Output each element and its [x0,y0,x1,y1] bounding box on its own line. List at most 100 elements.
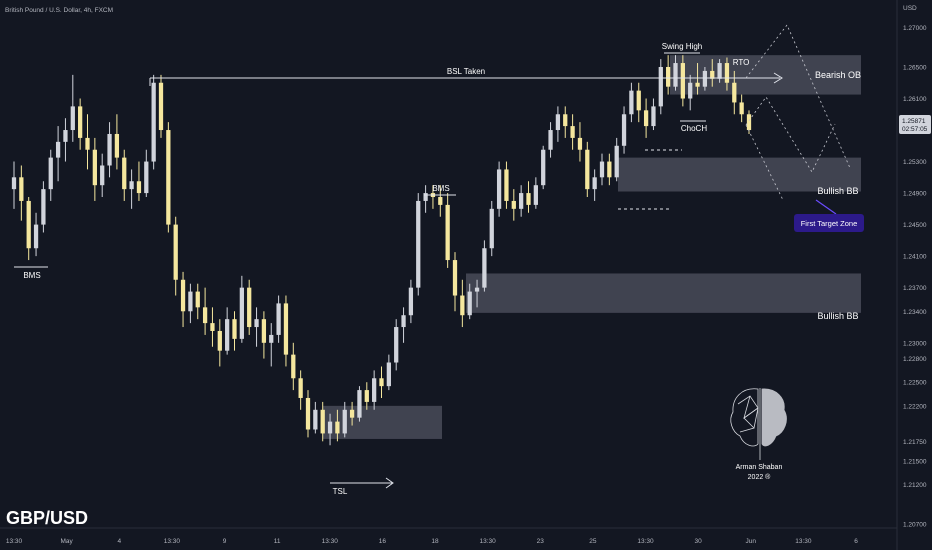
candle [482,240,487,292]
candle [335,409,340,442]
candle-body [313,409,318,430]
time-tick: 4 [117,538,121,545]
candle [261,311,267,359]
candle [114,114,120,170]
projection-paths [745,24,851,201]
candle [658,59,663,115]
candle [746,110,752,134]
candle-body [482,248,487,288]
candle-body [688,82,693,99]
candle [180,271,186,328]
price-tick: 1.22500 [903,380,927,387]
candle-body [511,200,516,209]
candle [63,118,68,162]
price-tick: 1.23400 [903,309,927,316]
bsl-taken-label: BSL Taken [447,67,485,76]
candle [342,401,347,438]
time-tick: 6 [854,538,858,545]
candle [592,169,597,201]
annotation-labels: BSL Taken Swing High RTO ChoCH BMS BMS T… [23,42,857,496]
candle [636,82,641,123]
candle-body [283,303,289,355]
candle-body [195,291,200,308]
candle-body [695,82,700,87]
candle [621,106,627,154]
price-tick: 1.25300 [903,159,927,166]
candle [129,169,134,209]
candle-body [460,295,465,316]
annotation-lines [14,52,783,489]
candle [614,137,619,182]
candle [548,122,553,158]
price-tick: 1.22200 [903,403,927,410]
candle-body [305,397,311,430]
price-tick: 1.23000 [903,340,927,347]
candle [357,386,362,422]
candle-body [526,193,531,205]
candle [85,114,90,170]
candle-body [555,114,561,131]
candle [254,307,259,347]
bsl-arrow-head [773,72,783,84]
price-tick: 1.26500 [903,64,927,71]
candle [688,74,693,111]
candle-body [261,319,267,343]
candle-body [489,208,494,249]
candle [122,149,127,201]
price-tick: 1.21750 [903,439,927,446]
time-tick: 25 [589,538,597,545]
candle-body [592,177,597,190]
time-tick: 13:30 [479,538,496,545]
candle-body [100,165,105,186]
candle-body [357,390,362,418]
candle-body [247,287,252,328]
candle [19,165,24,221]
zone-support-3 [323,405,442,439]
candle [349,401,355,426]
candle [327,413,333,446]
candle-body [254,319,259,328]
pair-watermark: GBP/USD [6,508,88,528]
candle-body [621,114,627,146]
candle-body [166,130,171,225]
candle-body [78,106,83,138]
candle [291,342,296,391]
candle [379,366,384,398]
candle-body [26,200,31,249]
candle [151,74,156,170]
candle [372,370,377,410]
candle [643,98,649,138]
candle-body [114,133,120,158]
candle [276,295,281,343]
candle [460,279,465,328]
price-tick: 1.27000 [903,25,927,32]
candle-body [335,421,340,434]
candle [320,401,325,442]
time-axis: 13:30 May 4 13:30 9 11 13:30 16 18 13:30 23 25 13:30… [6,538,858,545]
price-ticks: 1.270001.265001.261001.257001.253001.249… [903,25,927,528]
candle-body [364,390,369,402]
price-tick: 1.20700 [903,522,927,529]
time-tick: 18 [431,538,439,545]
candle [33,212,39,257]
first-target-badge [794,214,864,232]
candle-body [732,82,737,103]
candle [217,319,222,367]
time-tick: 13:30 [637,538,654,545]
candle-body [276,303,281,335]
candle [496,161,502,217]
candle-body [401,315,406,328]
candle-body [210,323,215,331]
candle [445,193,450,268]
time-tick: 9 [223,538,227,545]
candle-body [607,161,612,178]
candle [702,66,708,91]
bullish-bb-upper-label: Bullish BB [817,186,858,196]
candle [563,106,568,138]
candle [474,279,480,308]
candle [107,122,112,178]
candle [305,390,311,438]
candle-body [298,378,303,398]
